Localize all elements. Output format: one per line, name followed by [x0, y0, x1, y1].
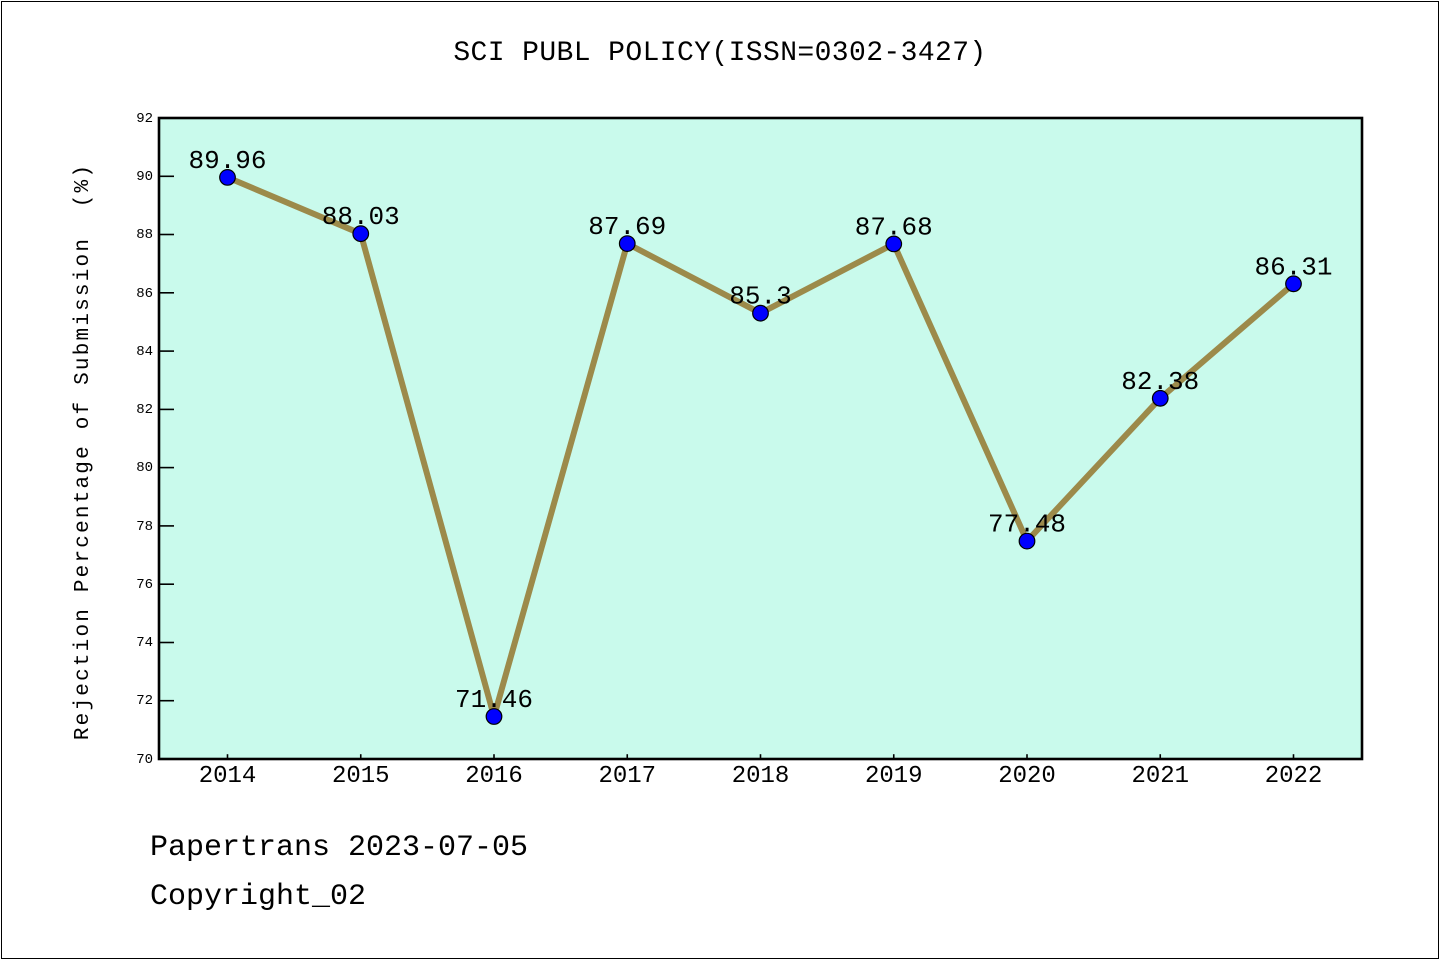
svg-text:2019: 2019: [865, 763, 923, 790]
svg-text:2014: 2014: [199, 763, 257, 790]
svg-text:2015: 2015: [332, 763, 390, 790]
svg-text:85.3: 85.3: [729, 282, 791, 312]
svg-text:2016: 2016: [465, 763, 523, 790]
svg-text:80: 80: [136, 460, 153, 476]
svg-text:88.03: 88.03: [322, 202, 400, 232]
svg-text:84: 84: [136, 344, 153, 360]
svg-text:2021: 2021: [1131, 763, 1189, 790]
svg-text:78: 78: [136, 519, 153, 535]
svg-text:71.46: 71.46: [455, 685, 533, 715]
svg-text:89.96: 89.96: [188, 146, 266, 176]
svg-text:2017: 2017: [598, 763, 656, 790]
svg-text:76: 76: [136, 577, 153, 593]
svg-text:87.68: 87.68: [855, 212, 933, 242]
svg-text:2022: 2022: [1265, 763, 1323, 790]
svg-text:82: 82: [136, 402, 153, 418]
svg-text:88: 88: [136, 227, 153, 243]
svg-text:86.31: 86.31: [1254, 252, 1332, 282]
svg-text:90: 90: [136, 169, 153, 185]
svg-text:72: 72: [136, 693, 153, 709]
svg-text:92: 92: [136, 111, 153, 127]
svg-text:2018: 2018: [732, 763, 790, 790]
svg-text:74: 74: [136, 635, 153, 651]
svg-text:70: 70: [136, 752, 153, 768]
svg-text:86: 86: [136, 286, 153, 302]
svg-text:87.69: 87.69: [588, 212, 666, 242]
svg-text:82.38: 82.38: [1121, 367, 1199, 397]
svg-text:2020: 2020: [998, 763, 1056, 790]
svg-text:77.48: 77.48: [988, 510, 1066, 540]
